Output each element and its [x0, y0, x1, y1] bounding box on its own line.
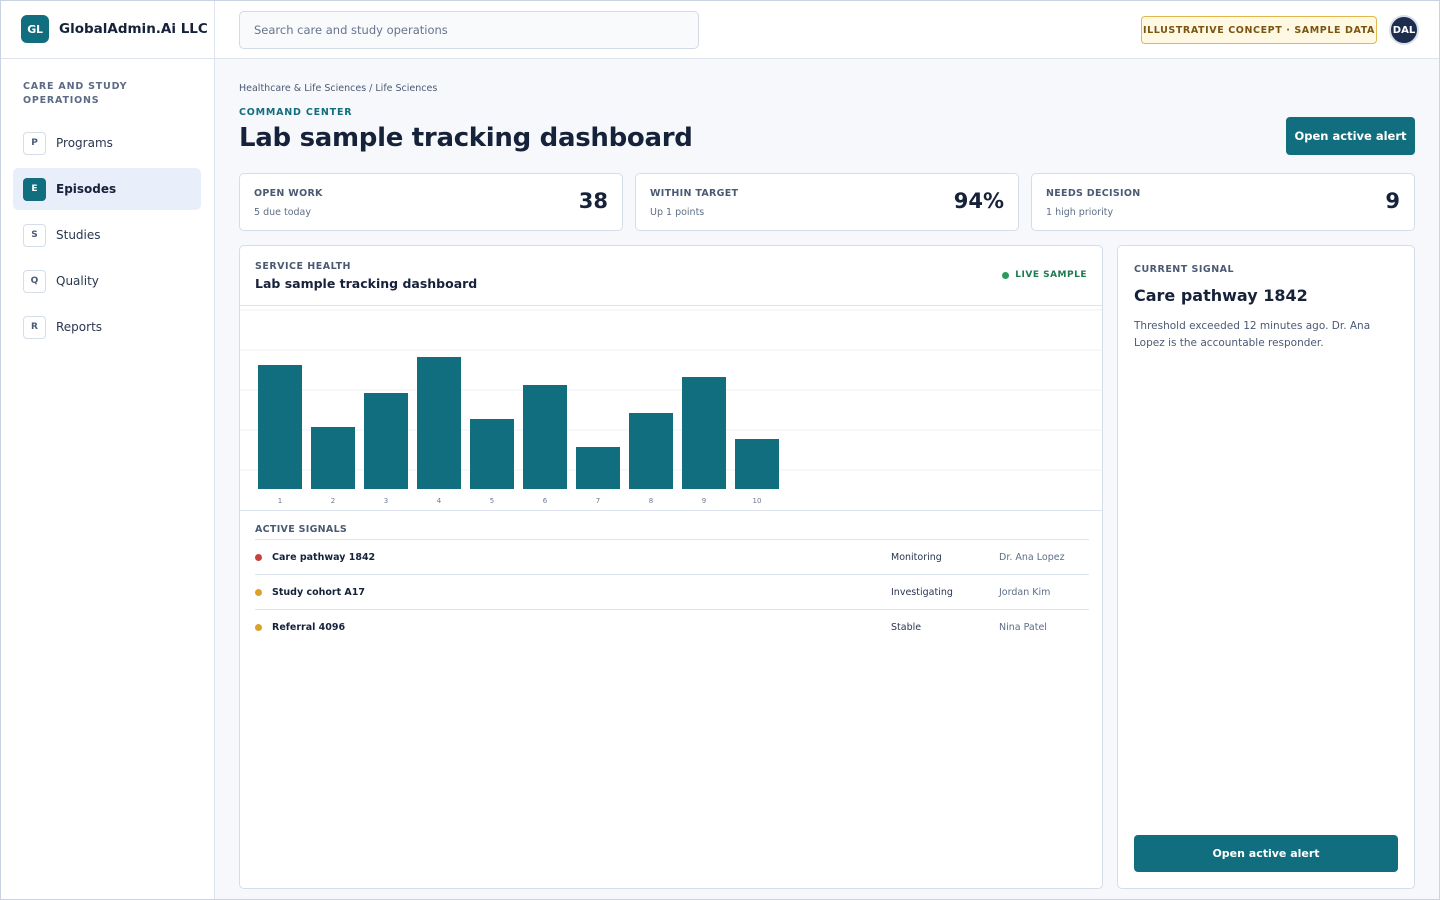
signals-heading: ACTIVE SIGNALS	[255, 524, 348, 535]
x-tick-label: 2	[331, 497, 335, 505]
brand-logo: GL	[21, 15, 49, 43]
chart-bar[interactable]	[576, 447, 620, 489]
sidebar-item-label: Quality	[56, 274, 99, 288]
live-label: LIVE SAMPLE	[1015, 270, 1087, 280]
sidebar-item-studies[interactable]: S Studies	[13, 214, 201, 256]
kpi-value: 9	[1385, 189, 1400, 213]
kpi-value: 94%	[953, 189, 1004, 213]
live-indicator: LIVE SAMPLE	[1002, 270, 1087, 280]
brand[interactable]: GL GlobalAdmin.Ai LLC	[0, 0, 214, 59]
chart-bar[interactable]	[311, 427, 355, 489]
divider	[240, 510, 1102, 511]
severity-dot-icon	[255, 554, 262, 561]
sidebar-item-quality[interactable]: Q Quality	[13, 260, 201, 302]
open-active-alert-button[interactable]: Open active alert	[1286, 117, 1415, 155]
chart-bar[interactable]	[629, 413, 673, 489]
concept-badge: ILLUSTRATIVE CONCEPT · SAMPLE DATA	[1141, 16, 1377, 44]
sidebar-nav: P Programs E Episodes S Studies Q Quality R Repor…	[0, 122, 214, 348]
current-signal-title: Care pathway 1842	[1134, 286, 1308, 305]
kpi-open-work: OPEN WORK 5 due today 38	[239, 173, 623, 231]
bar-chart: 1 2 3 4 5 6 7 8 9 10	[240, 309, 1102, 505]
signal-status: Investigating	[891, 587, 953, 598]
x-tick-label: 10	[753, 497, 762, 505]
nav-heading: CARE AND STUDY OPERATIONS	[23, 81, 128, 106]
brand-name: GlobalAdmin.Ai LLC	[59, 21, 208, 37]
x-tick-label: 3	[384, 497, 388, 505]
kpi-value: 38	[578, 189, 608, 213]
kpi-sub: 1 high priority	[1046, 207, 1114, 218]
sidebar-item-badge: Q	[23, 269, 46, 293]
chart-bar[interactable]	[682, 377, 726, 489]
signal-status: Stable	[891, 622, 922, 633]
signal-name: Study cohort A17	[272, 587, 366, 598]
search-input[interactable]	[239, 11, 699, 49]
avatar[interactable]: DAL	[1389, 15, 1419, 45]
service-health-panel: SERVICE HEALTH Lab sample tracking dashb…	[239, 245, 1103, 889]
sidebar-item-label: Reports	[56, 320, 103, 334]
panel-eyebrow: SERVICE HEALTH	[255, 261, 352, 272]
chart-bar[interactable]	[258, 365, 302, 489]
x-tick-label: 6	[543, 497, 548, 505]
x-tick-label: 8	[649, 497, 653, 505]
severity-dot-icon	[255, 589, 262, 596]
chart-bar[interactable]	[364, 393, 408, 489]
sidebar-item-label: Studies	[56, 228, 101, 242]
sidebar-item-reports[interactable]: R Reports	[13, 306, 201, 348]
open-active-alert-button-secondary[interactable]: Open active alert	[1134, 835, 1398, 872]
signal-status: Monitoring	[891, 552, 942, 563]
kpi-label: WITHIN TARGET	[650, 188, 739, 199]
kpi-within-target: WITHIN TARGET Up 1 points 94%	[635, 173, 1019, 231]
current-signal-body: Threshold exceeded 12 minutes ago. Dr. A…	[1134, 320, 1371, 349]
sidebar-item-badge: E	[23, 177, 46, 201]
sidebar: GL GlobalAdmin.Ai LLC CARE AND STUDY OPE…	[0, 0, 215, 900]
signal-row[interactable]: Care pathway 1842 Monitoring Dr. Ana Lopez	[255, 539, 1089, 574]
live-dot-icon	[1002, 271, 1010, 279]
sidebar-item-label: Programs	[56, 136, 113, 150]
signal-owner: Dr. Ana Lopez	[999, 552, 1065, 563]
x-tick-label: 1	[278, 497, 282, 505]
chart-bar[interactable]	[735, 439, 779, 489]
x-tick-label: 9	[702, 497, 706, 505]
sidebar-item-badge: S	[23, 223, 46, 247]
kpi-needs-decision: NEEDS DECISION 1 high priority 9	[1031, 173, 1415, 231]
side-eyebrow: CURRENT SIGNAL	[1134, 264, 1235, 275]
chart-bar[interactable]	[470, 419, 514, 489]
sidebar-item-badge: P	[23, 131, 46, 155]
signal-owner: Nina Patel	[999, 622, 1047, 633]
page-title: Lab sample tracking dashboard	[239, 123, 693, 153]
signal-row[interactable]: Study cohort A17 Investigating Jordan Kim	[255, 574, 1089, 609]
chart-bar[interactable]	[417, 357, 461, 489]
divider	[240, 305, 1102, 306]
current-signal-card: CURRENT SIGNAL Care pathway 1842 Thresho…	[1117, 245, 1415, 889]
sidebar-item-episodes[interactable]: E Episodes	[13, 168, 201, 210]
kpi-sub: 5 due today	[254, 207, 311, 218]
severity-dot-icon	[255, 624, 262, 631]
signal-name: Referral 4096	[272, 622, 346, 633]
panel-title: Lab sample tracking dashboard	[255, 276, 478, 291]
signal-row[interactable]: Referral 4096 Stable Nina Patel	[255, 609, 1089, 644]
breadcrumb: Healthcare & Life Sciences / Life Scienc…	[239, 83, 438, 94]
x-tick-label: 4	[437, 497, 442, 505]
signal-name: Care pathway 1842	[272, 552, 376, 563]
sidebar-item-label: Episodes	[56, 182, 117, 196]
sidebar-item-programs[interactable]: P Programs	[13, 122, 201, 164]
chart-bar[interactable]	[523, 385, 567, 489]
kpi-label: NEEDS DECISION	[1046, 188, 1141, 199]
x-tick-label: 7	[596, 497, 600, 505]
kpi-label: OPEN WORK	[254, 188, 323, 199]
signal-owner: Jordan Kim	[999, 587, 1051, 598]
sidebar-item-badge: R	[23, 315, 46, 339]
x-tick-label: 5	[490, 497, 494, 505]
kpi-sub: Up 1 points	[650, 207, 705, 218]
page-eyebrow: COMMAND CENTER	[239, 107, 353, 118]
topbar: ILLUSTRATIVE CONCEPT · SAMPLE DATA DAL	[215, 0, 1440, 59]
